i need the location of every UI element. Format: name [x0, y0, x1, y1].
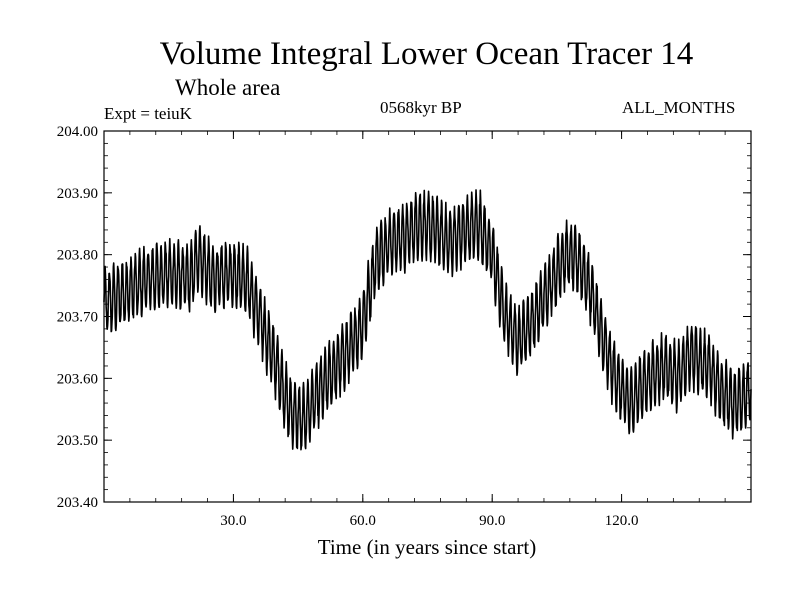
x-tick-label: 60.0	[350, 513, 376, 529]
series-layer	[103, 189, 752, 451]
experiment-label: Expt = teiuK	[104, 104, 192, 123]
ticks-layer	[104, 130, 751, 503]
y-tick-label: 203.80	[57, 248, 98, 264]
period-label: 0568kyr BP	[380, 98, 462, 117]
chart-title: Volume Integral Lower Ocean Tracer 14	[159, 36, 694, 72]
chart-subtitle: Whole area	[175, 75, 281, 100]
x-axis-title: Time (in years since start)	[318, 535, 537, 559]
labels-layer: 203.40 203.50 203.60 203.70 203.80 203.90 204.…	[57, 124, 639, 529]
plot-frame	[103, 130, 752, 503]
y-tick-label: 203.40	[57, 495, 98, 511]
x-tick-label: 120.0	[605, 513, 639, 529]
months-label: ALL_MONTHS	[622, 98, 736, 117]
y-tick-label: 203.50	[57, 433, 98, 449]
x-tick-label: 30.0	[220, 513, 246, 529]
y-tick-label: 203.70	[57, 310, 98, 326]
y-tick-label: 204.00	[57, 124, 98, 140]
y-tick-label: 203.90	[57, 186, 98, 202]
x-tick-label: 90.0	[479, 513, 505, 529]
series-line	[103, 189, 752, 451]
y-tick-label: 203.60	[57, 371, 98, 387]
